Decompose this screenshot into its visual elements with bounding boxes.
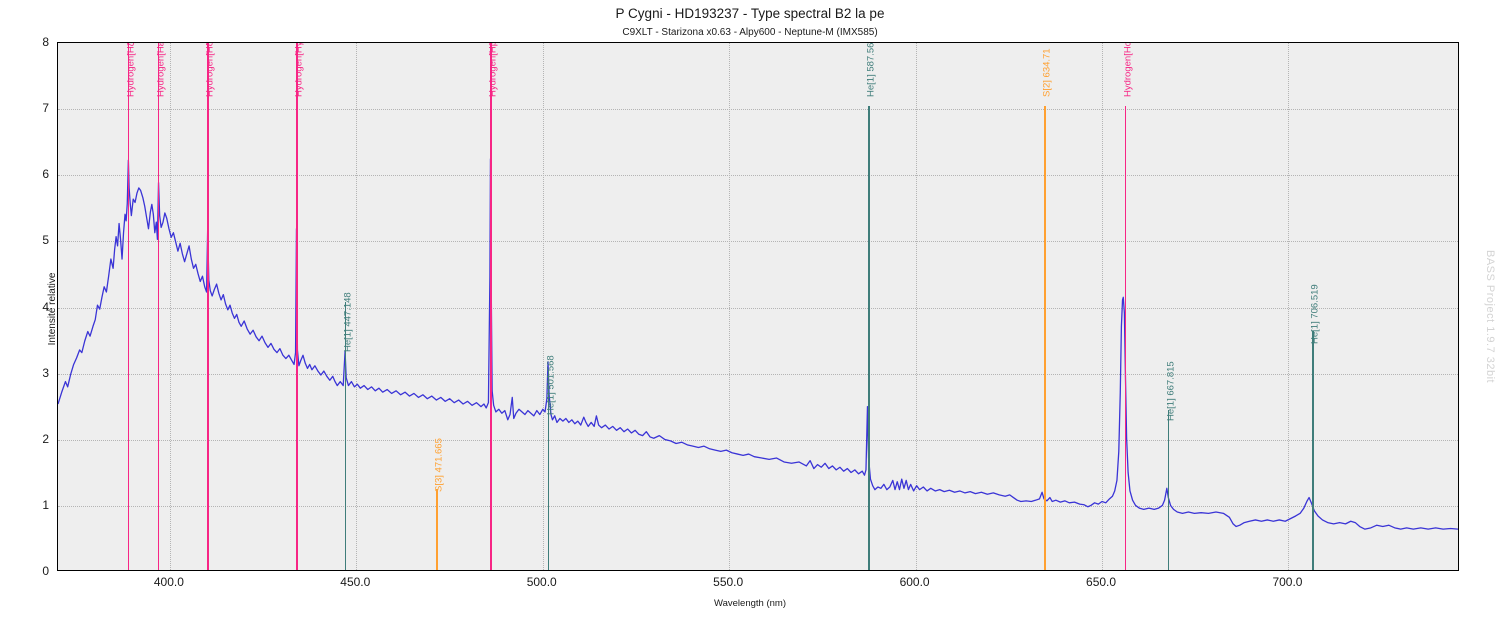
x-tick-label: 500.0: [526, 575, 557, 589]
y-gridline: [58, 109, 1458, 111]
y-tick-label: 3: [42, 365, 49, 380]
spectral-line-marker[interactable]: He[1] 447.148: [342, 292, 353, 570]
y-gridline: [58, 307, 1458, 309]
y-tick-label: 4: [42, 299, 49, 314]
spectrum-trace: [58, 158, 1458, 530]
y-tick-label: 8: [42, 35, 49, 49]
y-gridline: [58, 175, 1458, 177]
spectral-line-label: Hydrogen[Hγ] 434.047: [293, 42, 305, 98]
spectral-line-label: He[1] 501.568: [545, 354, 557, 415]
x-tick-label: 400.0: [153, 575, 184, 589]
y-tick-label: 1: [42, 497, 49, 512]
y-tick-label: 7: [42, 101, 49, 116]
spectral-line-label: Hydrogen[Hα] 656.285: [1122, 42, 1134, 98]
x-tick-label: 450.0: [340, 575, 371, 589]
x-gridline: [356, 43, 358, 570]
spectral-line-marker[interactable]: Hydrogen[Hε] 397.007: [155, 43, 166, 570]
x-gridline: [169, 43, 171, 570]
spectral-line-label: Hydrogen[Hδ] 410.174: [204, 42, 216, 98]
x-gridline: [1288, 43, 1290, 570]
spectral-line-marker[interactable]: He[1] 667.815: [1165, 362, 1176, 570]
spectral-line-label: He[1] 667.815: [1165, 361, 1177, 422]
spectral-line-marker[interactable]: Hydrogen[Hα] 656.285: [1122, 43, 1133, 570]
y-tick-label: 6: [42, 167, 49, 182]
spectral-line-label: Hydrogen[Hβ] 486.133: [487, 42, 499, 98]
spectral-line-marker[interactable]: S[3] 471.665: [434, 438, 445, 570]
spectral-line-marker[interactable]: Hydrogen[Hβ] 486.133: [488, 43, 499, 570]
x-tick-label: 550.0: [713, 575, 744, 589]
spectrum-curve: [58, 158, 1458, 530]
spectral-line-marker[interactable]: Hydrogen[Hγ] 434.047: [294, 43, 305, 570]
y-gridline: [58, 439, 1458, 441]
x-gridline: [915, 43, 917, 570]
spectral-line-marker[interactable]: Hydrogen[Hδ] 410.174: [204, 43, 215, 570]
y-tick-label: 0: [42, 564, 49, 578]
x-tick-label: 600.0: [899, 575, 930, 589]
plot-area: Hydrogen[Hζ] 388.905 Hydrogen[Hε] 397.007…: [57, 42, 1459, 571]
spectral-line-label: He[1] 587.562: [865, 42, 877, 98]
spectral-line-marker[interactable]: Hydrogen[Hζ] 388.905: [125, 43, 136, 570]
x-tick-label: 700.0: [1272, 575, 1303, 589]
x-gridline: [1102, 43, 1104, 570]
spectral-line-label: Hydrogen[Hζ] 388.905: [125, 42, 137, 98]
watermark: BASS Project 1.9.7 32bit: [1484, 250, 1496, 384]
x-axis-title: Wavelength (nm): [714, 598, 786, 609]
y-gridline: [58, 505, 1458, 507]
x-tick-label: 650.0: [1086, 575, 1117, 589]
spectral-line-marker[interactable]: He[1] 587.562: [866, 43, 877, 570]
spectral-line-label: S[3] 471.665: [433, 438, 445, 492]
page-subtitle: C9XLT - Starizona x0.63 - Alpy600 - Nept…: [622, 27, 878, 38]
spectral-line-label: Hydrogen[Hε] 397.007: [155, 42, 167, 98]
x-gridline: [542, 43, 544, 570]
spectral-line-marker[interactable]: He[1] 501.568: [545, 355, 556, 570]
y-gridline: [58, 241, 1458, 243]
x-gridline: [729, 43, 731, 570]
y-tick-label: 5: [42, 233, 49, 248]
spectral-line-label: He[1] 706.519: [1309, 284, 1321, 344]
spectral-line-marker[interactable]: S[2] 634.71: [1042, 49, 1053, 570]
y-gridline: [58, 373, 1458, 375]
spectral-line-label: He[1] 447.148: [342, 292, 354, 352]
page-title: P Cygni - HD193237 - Type spectral B2 la…: [615, 6, 885, 21]
spectral-line-marker[interactable]: He[1] 706.519: [1309, 284, 1320, 570]
spectral-line-label: S[2] 634.71: [1041, 48, 1053, 98]
y-tick-label: 2: [42, 431, 49, 446]
